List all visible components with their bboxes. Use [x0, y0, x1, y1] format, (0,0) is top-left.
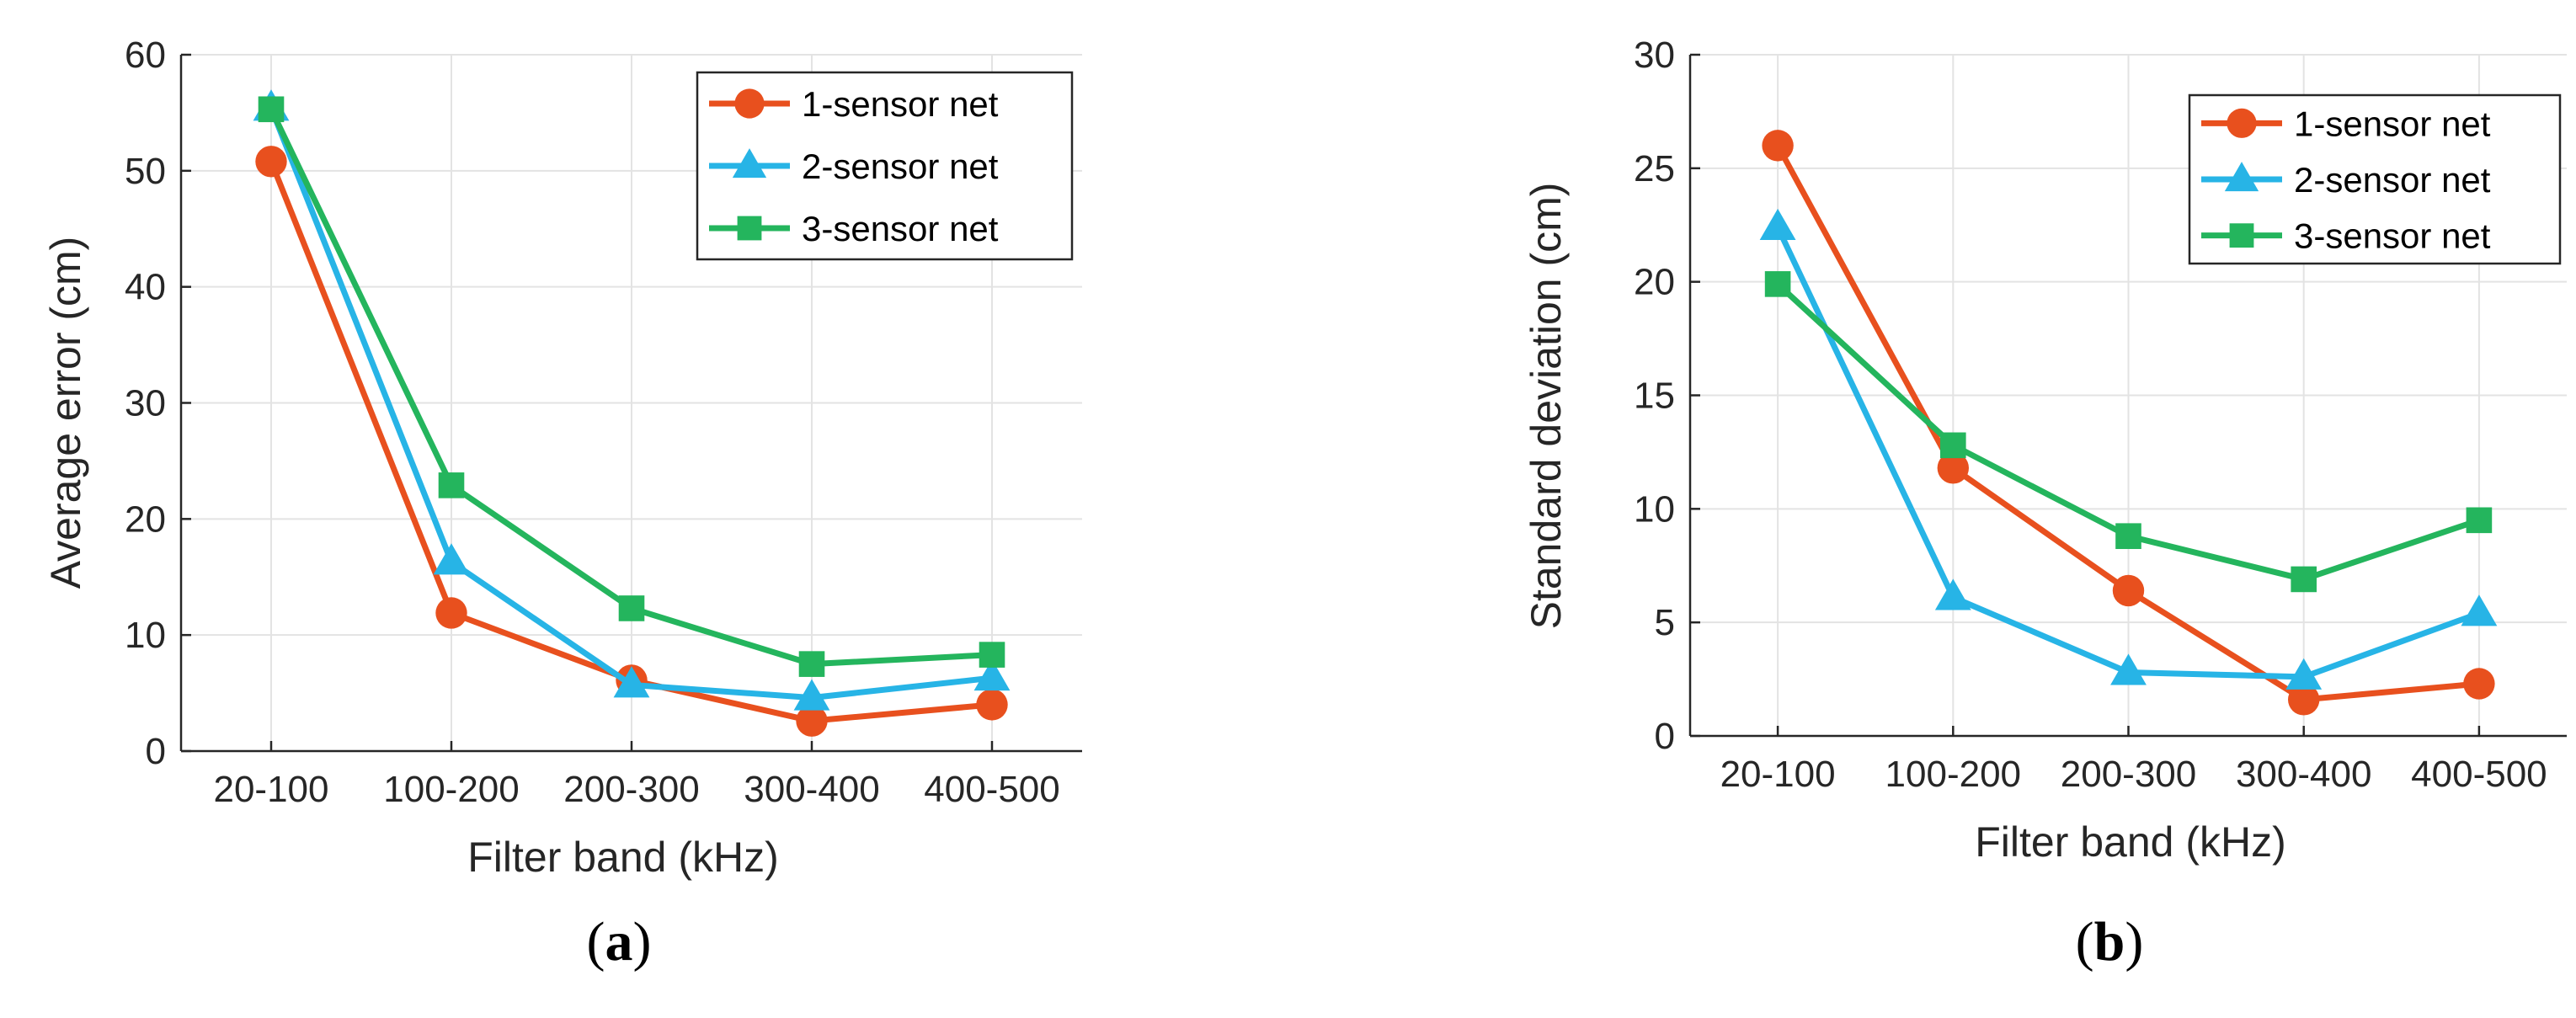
- data-point: [2461, 594, 2498, 626]
- y-tick-label: 0: [1655, 716, 1675, 757]
- x-axis-label: Filter band (kHz): [1975, 818, 2286, 866]
- caption-close-paren: ): [2125, 911, 2143, 973]
- y-tick-label: 20: [125, 498, 166, 540]
- legend-marker: [732, 148, 767, 179]
- y-tick-label: 30: [125, 383, 166, 424]
- legend-marker: [2224, 162, 2259, 192]
- series-2: [1759, 208, 2498, 690]
- y-tick-label: 10: [1634, 488, 1675, 530]
- y-tick-label: 0: [146, 731, 166, 772]
- legend-label: 2-sensor net: [2294, 160, 2491, 200]
- x-tick-label: 200-300: [2061, 754, 2196, 795]
- data-point: [2288, 684, 2320, 716]
- legend-label: 3-sensor net: [802, 209, 999, 248]
- legend-marker: [737, 216, 762, 241]
- series-3: [258, 96, 1005, 677]
- caption-close-paren: ): [633, 911, 652, 973]
- y-tick-label: 60: [125, 35, 166, 76]
- caption-letter: a: [605, 911, 633, 973]
- data-point: [1762, 130, 1794, 162]
- x-tick-label: 300-400: [744, 769, 879, 810]
- x-tick-label: 400-500: [924, 769, 1059, 810]
- data-point: [438, 472, 465, 498]
- panel-caption-a: (a): [587, 911, 652, 973]
- data-point: [2112, 574, 2145, 607]
- data-point: [979, 642, 1005, 668]
- legend-label: 3-sensor net: [2294, 216, 2491, 256]
- legend-marker: [2227, 108, 2257, 138]
- data-point: [618, 595, 645, 621]
- panel-caption-b: (b): [2076, 911, 2144, 973]
- x-axis-label: Filter band (kHz): [467, 834, 779, 881]
- data-point: [2463, 668, 2495, 700]
- caption-letter: b: [2094, 911, 2125, 973]
- data-point: [793, 679, 830, 711]
- data-point: [613, 666, 650, 698]
- y-tick-label: 5: [1655, 602, 1675, 643]
- legend: 1-sensor net 2-sensor net 3-sensor net: [2188, 93, 2562, 265]
- y-tick-label: 25: [1634, 148, 1675, 189]
- data-point: [798, 651, 825, 677]
- x-tick-label: 100-200: [383, 769, 519, 810]
- y-tick-label: 20: [1634, 262, 1675, 303]
- legend-marker: [734, 88, 765, 119]
- legend: 1-sensor net 2-sensor net 3-sensor net: [696, 71, 1074, 261]
- data-point: [1764, 271, 1791, 297]
- legend-marker: [2229, 223, 2254, 248]
- series-3: [1764, 271, 2493, 593]
- y-tick-label: 30: [1634, 35, 1675, 76]
- caption-open-paren: (: [587, 911, 605, 973]
- data-point: [1937, 452, 1969, 484]
- legend-label: 2-sensor net: [802, 147, 999, 186]
- data-point: [2110, 653, 2147, 685]
- data-point: [2285, 658, 2323, 690]
- data-point: [796, 705, 828, 737]
- x-tick-label: 100-200: [1885, 754, 2021, 795]
- x-tick-label: 20-100: [213, 769, 328, 810]
- y-axis-label: Standard deviation (cm): [1523, 183, 1570, 630]
- y-tick-label: 15: [1634, 376, 1675, 417]
- data-point: [976, 689, 1008, 721]
- y-tick-label: 40: [125, 267, 166, 308]
- data-point: [258, 96, 285, 123]
- x-tick-label: 200-300: [563, 769, 699, 810]
- x-tick-label: 400-500: [2411, 754, 2547, 795]
- data-point: [255, 146, 287, 178]
- x-tick-label: 300-400: [2236, 754, 2371, 795]
- data-point: [1934, 578, 1971, 610]
- chart-panel-b: Standard deviation (cm) Filter band (kHz…: [1523, 35, 2567, 973]
- data-point: [2466, 507, 2493, 534]
- caption-open-paren: (: [2076, 911, 2094, 973]
- y-tick-label: 50: [125, 151, 166, 192]
- data-point: [1940, 432, 1966, 459]
- series-1: [1762, 130, 2495, 716]
- x-tick-label: 20-100: [1720, 754, 1836, 795]
- legend-label: 1-sensor net: [2294, 104, 2491, 143]
- chart-panel-a: Average error (cm) Filter band (kHz) (a)…: [42, 35, 1082, 973]
- y-axis-label: Average error (cm): [42, 237, 89, 589]
- data-point: [435, 597, 467, 629]
- y-tick-label: 10: [125, 615, 166, 656]
- data-point: [1759, 208, 1796, 240]
- data-point: [433, 543, 470, 575]
- data-point: [2115, 523, 2141, 549]
- legend-label: 1-sensor net: [802, 84, 999, 124]
- data-point: [973, 659, 1011, 691]
- data-point: [2291, 566, 2317, 593]
